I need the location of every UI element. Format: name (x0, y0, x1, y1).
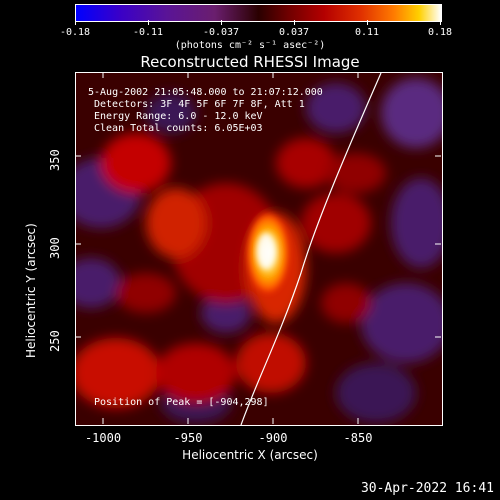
x-tick-label: -950 (173, 431, 203, 445)
y-tick-label: 250 (48, 330, 62, 352)
y-axis-label: Heliocentric Y (arcsec) (24, 223, 38, 358)
rhessi-image (76, 73, 442, 425)
rhessi-image-panel: 5-Aug-2002 21:05:48.000 to 21:07:12.000 … (75, 72, 443, 426)
solar-limb-line (240, 73, 382, 425)
energy-range-text: Energy Range: 6.0 - 12.0 keV (94, 111, 263, 122)
clean-counts-text: Clean Total counts: 6.05E+03 (94, 123, 263, 134)
y-tick-label: 300 (48, 237, 62, 259)
colorbar-label-2: -0.11 (132, 27, 164, 38)
x-tick-label: -1000 (84, 431, 122, 445)
colorbar-label-5: 0.11 (354, 27, 380, 38)
y-tick-label: 350 (48, 149, 62, 171)
time-range-text: 5-Aug-2002 21:05:48.000 to 21:07:12.000 (88, 87, 323, 98)
x-tick-label: -850 (343, 431, 373, 445)
colorbar-tick (148, 20, 149, 25)
colorbar (75, 4, 442, 22)
x-tick-label: -900 (258, 431, 288, 445)
image-title: Reconstructed RHESSI Image (140, 53, 360, 71)
detectors-text: Detectors: 3F 4F 5F 6F 7F 8F, Att 1 (94, 99, 305, 110)
colorbar-tick (75, 20, 76, 25)
peak-position-text: Position of Peak = [-904,298] (94, 397, 269, 408)
timestamp: 30-Apr-2022 16:41 (360, 481, 494, 496)
colorbar-tick (440, 20, 441, 25)
colorbar-tick (294, 20, 295, 25)
x-axis-label: Heliocentric X (arcsec) (182, 448, 318, 462)
colorbar-tick (221, 20, 222, 25)
colorbar-label-6: 0.18 (427, 27, 453, 38)
colorbar-tick (367, 20, 368, 25)
colorbar-units: (photons cm⁻² s⁻¹ asec⁻²) (174, 40, 326, 51)
colorbar-label-3: -0.037 (202, 27, 240, 38)
emission-background (76, 78, 442, 423)
colorbar-label-4: 0.037 (278, 27, 310, 38)
colorbar-label-1: -0.18 (59, 27, 91, 38)
